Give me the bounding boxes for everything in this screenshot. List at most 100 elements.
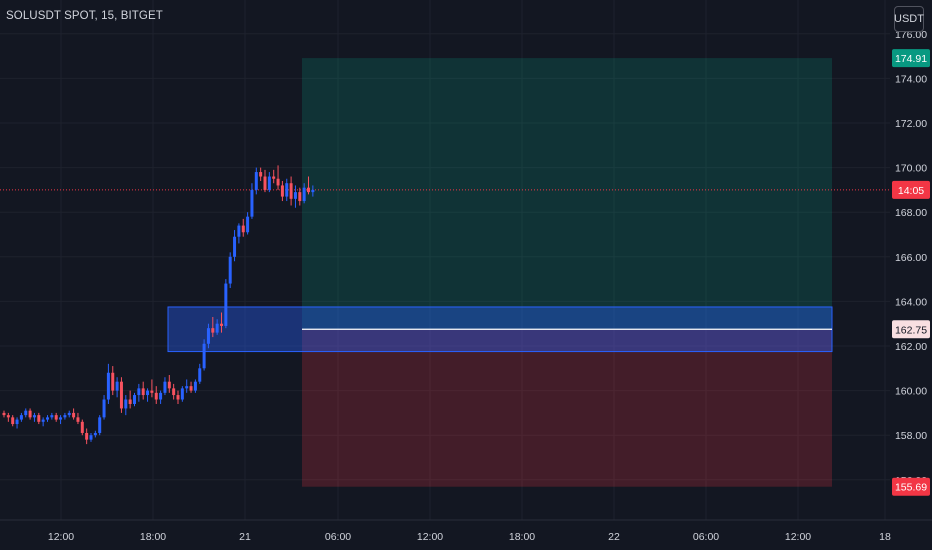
candle-body (137, 388, 141, 396)
candle (228, 252, 232, 289)
candle (141, 381, 145, 400)
candle (193, 379, 197, 393)
time-tick-label: 06:00 (693, 531, 719, 543)
symbol-title: SOLUSDT SPOT, 15, BITGET (6, 10, 163, 22)
candle-body (98, 417, 102, 433)
entry-price-badge-bg (892, 320, 930, 339)
candle (180, 386, 184, 402)
candle (37, 412, 41, 425)
candle (259, 167, 263, 181)
entry-price-badge-label: 162.75 (895, 324, 927, 336)
candle-body (46, 417, 49, 420)
candle-body (254, 172, 258, 190)
loss-zone[interactable] (302, 329, 832, 487)
time-tick-label: 21 (239, 531, 251, 543)
candle (237, 223, 241, 244)
price-axis[interactable]: 174.00 172.00 170.00 168.00 166.00 164.00 162.… (890, 0, 932, 520)
candle-body (11, 417, 15, 425)
candle (67, 410, 71, 418)
candle (163, 377, 167, 396)
candle (241, 218, 245, 237)
candle-body (272, 176, 276, 179)
currency-button[interactable]: USDT (894, 6, 924, 32)
candle (276, 165, 280, 190)
candle (54, 412, 58, 422)
candle (133, 392, 136, 407)
target-price-badge-label: 174.91 (895, 53, 927, 65)
candle (15, 417, 19, 429)
candle (106, 363, 110, 404)
candle (150, 379, 154, 398)
candle (89, 432, 93, 442)
time-axis[interactable]: 12:00 18:00 21 06:00 12:00 18:00 22 06:00 12:00 1… (0, 519, 932, 550)
candle-body (263, 176, 267, 190)
candle (76, 412, 80, 425)
candle-body (128, 399, 132, 404)
candle-body (124, 399, 128, 409)
candle (198, 363, 202, 384)
candle-body (85, 432, 89, 440)
candle-body (215, 323, 219, 333)
candle-body (189, 386, 193, 391)
price-tick-label: 164.00 (895, 296, 927, 308)
candle (111, 366, 115, 396)
candle-body (193, 381, 197, 391)
candle-body (180, 388, 184, 400)
candle (272, 169, 276, 184)
position-zones[interactable] (0, 58, 900, 487)
candle (211, 317, 215, 338)
candle (85, 428, 89, 445)
candle (124, 395, 128, 416)
candle (176, 390, 180, 404)
candle-body (102, 399, 106, 418)
candle (302, 183, 306, 204)
candle-body (19, 415, 23, 420)
candle (185, 379, 189, 393)
chart-grid (0, 0, 890, 520)
candle (263, 169, 267, 193)
candle-body (59, 417, 63, 420)
candle (102, 395, 106, 420)
candle (250, 183, 254, 219)
candle (46, 415, 49, 422)
time-tick-label: 18:00 (509, 531, 535, 543)
candle-body (280, 185, 284, 197)
candle (137, 383, 141, 402)
profit-zone[interactable] (302, 58, 832, 330)
candle (172, 383, 176, 400)
candle (202, 339, 206, 371)
price-tick-label: 172.00 (895, 118, 927, 130)
candle-body (2, 412, 6, 416)
price-axis-bg (890, 0, 932, 520)
candle (224, 279, 228, 329)
candle (167, 374, 171, 393)
candle-body (302, 187, 306, 202)
candle (285, 178, 289, 202)
candle-body (106, 372, 110, 400)
time-axis-bg (0, 520, 932, 550)
candle-body (37, 415, 41, 422)
candle-body (293, 192, 297, 199)
candle-body (172, 388, 176, 396)
candle (146, 388, 150, 402)
candle-body (176, 395, 180, 400)
last-price-badge-bg (892, 180, 930, 199)
candle-body (307, 187, 310, 193)
candle-body (167, 381, 171, 389)
candle-body (89, 435, 93, 440)
candle-body (115, 381, 119, 391)
candle (254, 167, 258, 195)
candle (59, 415, 63, 425)
candle-body (15, 419, 19, 425)
candle (24, 408, 28, 418)
candle (2, 410, 6, 418)
entry-price-badge: 162.75 (892, 320, 930, 339)
candle (72, 408, 76, 420)
stop-price-badge-label: 155.69 (895, 482, 927, 494)
candle-body (67, 412, 71, 416)
candle-body (298, 192, 302, 202)
candle-body (285, 183, 289, 197)
candle (215, 319, 219, 335)
price-tick-label: 160.00 (895, 386, 927, 398)
